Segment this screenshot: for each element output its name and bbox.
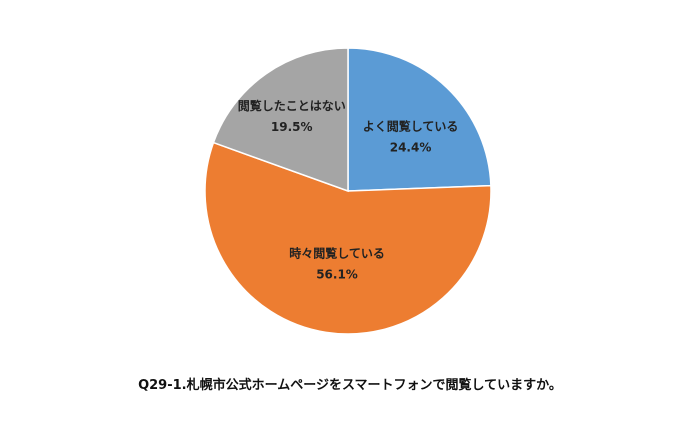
slice-category-label-2: 閲覧したことはない (238, 98, 346, 113)
pie-slices (204, 47, 492, 335)
chart-title: Q29-1.札幌市公式ホームページをスマートフォンで閲覧していますか。 (138, 377, 562, 393)
slice-category-label-0: よく閲覧している (363, 118, 459, 133)
slice-category-label-1: 時々閲覧している (289, 246, 385, 261)
pie-labels: よく閲覧している 24.4% 時々閲覧している 56.1% 閲覧したことはない 19.5% (238, 98, 459, 282)
slice-value-label-0: 24.4% (390, 140, 432, 154)
slice-value-label-1: 56.1% (316, 268, 358, 282)
pie-slice-0 (347, 47, 492, 192)
slice-value-label-2: 19.5% (271, 120, 313, 134)
pie-slice-2 (212, 47, 349, 193)
pie-slice-1 (204, 141, 492, 335)
